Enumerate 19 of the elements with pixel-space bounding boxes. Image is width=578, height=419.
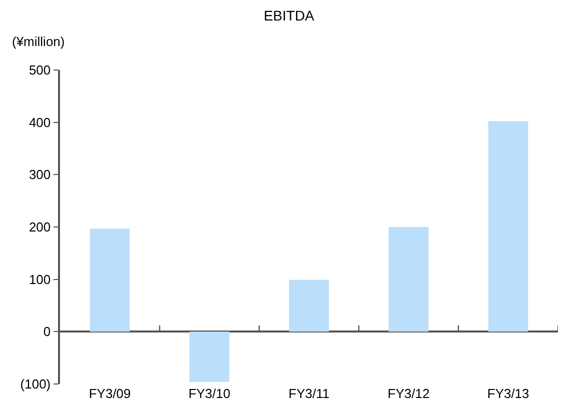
y-tick-label: 0	[43, 324, 51, 340]
y-tick-label: 200	[28, 220, 51, 235]
x-tick-label: FY3/09	[88, 386, 131, 401]
y-tick-label: 500	[28, 62, 51, 78]
chart-title: EBITDA	[264, 7, 315, 24]
y-tick-label: 300	[28, 167, 51, 182]
bar	[90, 228, 130, 332]
y-axis-title: (¥million)	[12, 34, 65, 49]
bar	[388, 227, 429, 332]
y-tick-label: 100	[28, 272, 51, 287]
y-tick-label: (100)	[20, 376, 51, 392]
y-tick-label: 400	[28, 114, 51, 130]
bar	[189, 332, 230, 382]
x-tick-label: FY3/12	[388, 386, 430, 401]
bar	[488, 121, 528, 332]
x-tick-label: FY3/13	[487, 386, 530, 401]
bar	[289, 280, 329, 332]
x-tick-label: FY3/10	[188, 386, 230, 401]
x-tick-label: FY3/11	[288, 386, 330, 401]
